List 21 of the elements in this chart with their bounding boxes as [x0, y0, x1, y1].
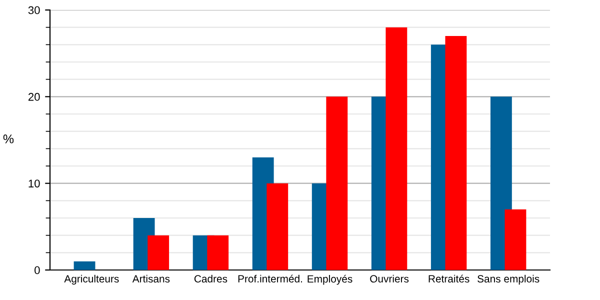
- bar: [326, 96, 348, 270]
- y-tick-label: 0: [34, 266, 40, 274]
- bar: [148, 235, 170, 270]
- x-tick-label: Agriculteurs: [64, 274, 119, 285]
- x-tick-label: Sans emplois: [478, 274, 540, 285]
- x-tick-label: Cadres: [194, 274, 228, 283]
- y-axis-title: %: [3, 134, 14, 144]
- x-tick-label: Prof.interméd.: [238, 274, 302, 283]
- y-tick-label: 10: [28, 180, 40, 188]
- x-tick-label: Retraités: [428, 274, 470, 283]
- y-tick-label: 20: [28, 92, 40, 101]
- bar: [74, 261, 96, 270]
- bar: [504, 209, 526, 270]
- bar: [207, 235, 229, 270]
- y-tick-label: 30: [28, 6, 40, 14]
- x-tick-label: Artisans: [132, 274, 170, 283]
- bar: [445, 36, 467, 270]
- bar: [386, 27, 408, 270]
- x-tick-label: Ouvriers: [370, 274, 409, 283]
- bar: [266, 183, 288, 270]
- x-tick-label: Employés: [308, 274, 352, 285]
